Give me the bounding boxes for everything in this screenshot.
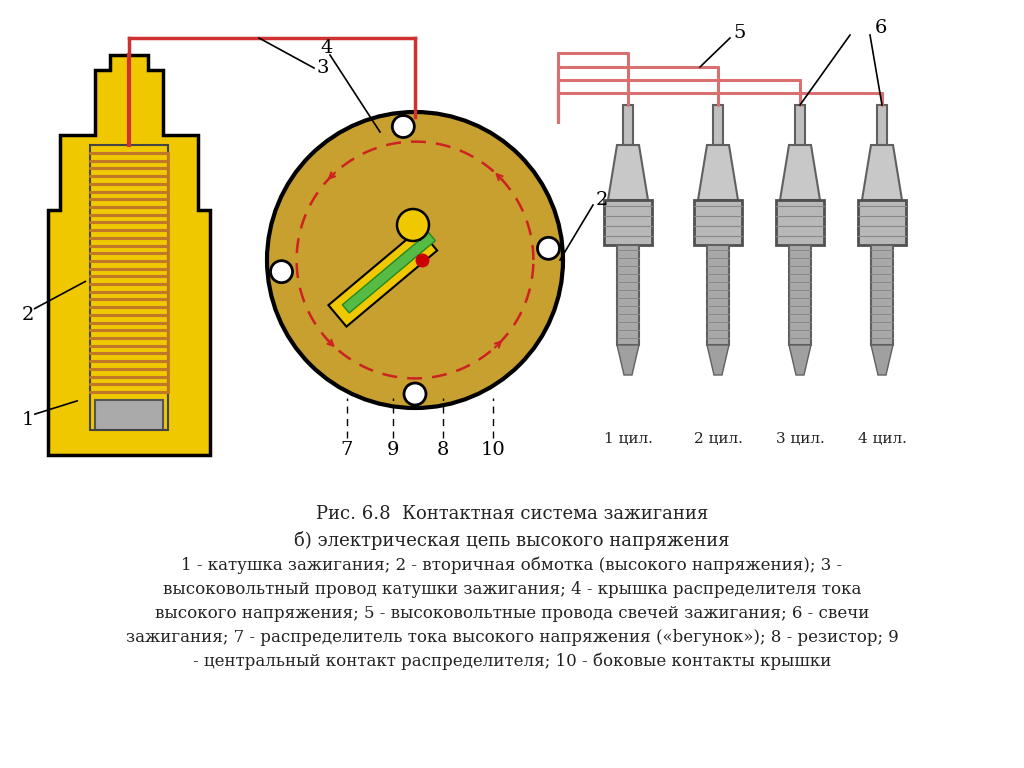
- Bar: [707, 245, 729, 345]
- Bar: [877, 105, 887, 145]
- Bar: [694, 200, 742, 245]
- Bar: [790, 245, 811, 345]
- Bar: [795, 105, 805, 145]
- Text: 9: 9: [387, 441, 399, 459]
- Text: 6: 6: [874, 19, 888, 37]
- Text: 3 цил.: 3 цил.: [775, 432, 824, 446]
- Text: высокого напряжения; 5 - высоковольтные провода свечей зажигания; 6 - свечи: высокого напряжения; 5 - высоковольтные …: [155, 605, 869, 622]
- Polygon shape: [329, 229, 437, 326]
- Text: 5: 5: [733, 24, 745, 42]
- Bar: [95, 400, 163, 430]
- Circle shape: [270, 260, 293, 283]
- Polygon shape: [698, 145, 738, 200]
- Bar: [604, 200, 652, 245]
- Polygon shape: [707, 345, 729, 375]
- Text: высоковольтный провод катушки зажигания; 4 - крышка распределителя тока: высоковольтный провод катушки зажигания;…: [163, 581, 861, 598]
- Text: 4 цил.: 4 цил.: [857, 432, 906, 446]
- Bar: [776, 200, 824, 245]
- Polygon shape: [342, 233, 435, 313]
- Text: 3: 3: [317, 59, 330, 77]
- Polygon shape: [871, 345, 893, 375]
- Text: Рис. 6.8  Контактная система зажигания: Рис. 6.8 Контактная система зажигания: [315, 505, 709, 523]
- Text: 2: 2: [596, 191, 608, 209]
- Text: 4: 4: [321, 39, 333, 57]
- Polygon shape: [608, 145, 648, 200]
- Bar: [617, 245, 639, 345]
- Polygon shape: [617, 345, 639, 375]
- Bar: [713, 105, 723, 145]
- Text: 1 - катушка зажигания; 2 - вторичная обмотка (высокого напряжения); 3 -: 1 - катушка зажигания; 2 - вторичная обм…: [181, 557, 843, 574]
- Bar: [623, 105, 633, 145]
- Polygon shape: [862, 145, 902, 200]
- Text: 7: 7: [341, 441, 353, 459]
- Polygon shape: [780, 145, 820, 200]
- Bar: [858, 200, 906, 245]
- Circle shape: [267, 112, 563, 408]
- Circle shape: [397, 209, 429, 241]
- Circle shape: [404, 383, 426, 405]
- Text: зажигания; 7 - распределитель тока высокого напряжения («bегунок»); 8 - резистор: зажигания; 7 - распределитель тока высок…: [126, 629, 898, 646]
- Circle shape: [392, 115, 415, 137]
- Bar: [406, 220, 420, 240]
- Text: 2 цил.: 2 цил.: [693, 432, 742, 446]
- Bar: [871, 245, 893, 345]
- Text: 1 цил.: 1 цил.: [603, 432, 652, 446]
- Text: 2: 2: [22, 306, 34, 324]
- Text: 8: 8: [437, 441, 450, 459]
- Circle shape: [538, 237, 559, 260]
- Text: б) электрическая цепь высокого напряжения: б) электрическая цепь высокого напряжени…: [294, 531, 730, 550]
- Text: 10: 10: [480, 441, 506, 459]
- Polygon shape: [48, 55, 210, 455]
- Text: - центральный контакт распределителя; 10 - боковые контакты крышки: - центральный контакт распределителя; 10…: [193, 653, 831, 670]
- Bar: [90, 145, 168, 430]
- Text: 1: 1: [22, 411, 34, 429]
- Polygon shape: [790, 345, 811, 375]
